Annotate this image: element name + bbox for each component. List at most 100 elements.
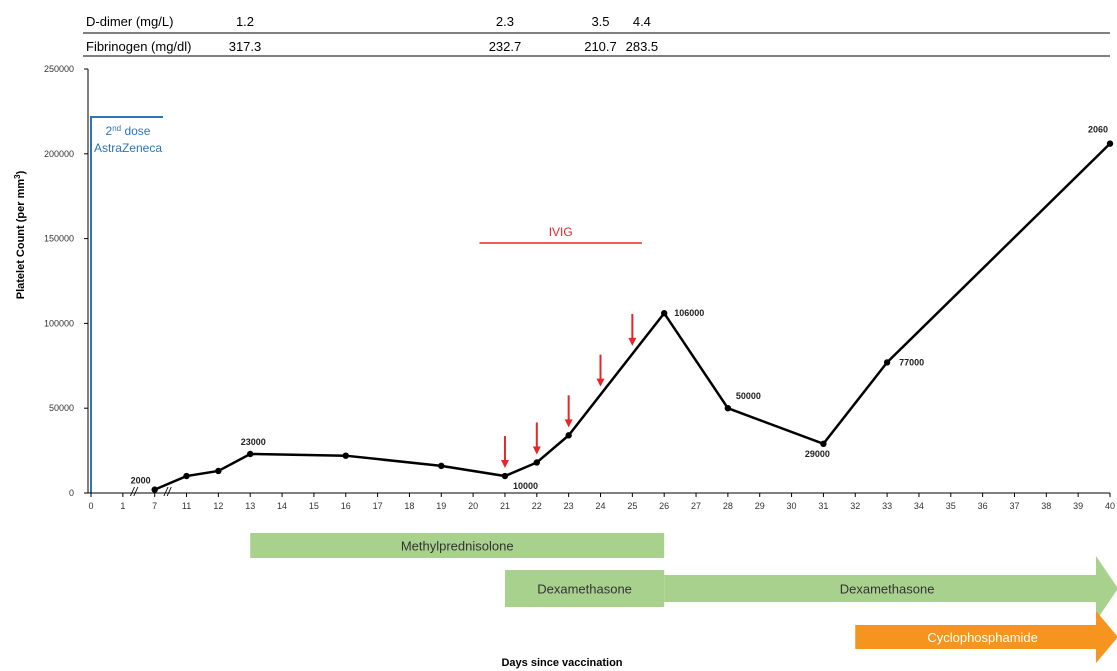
x-tick-label: 17: [373, 501, 383, 511]
y-axis-title-sup: 3: [13, 174, 22, 179]
lab-table: D-dimer (mg/L) 1.2 2.3 3.5 4.4 Fibrinogen (mg…: [83, 14, 1110, 57]
x-tick-label: 38: [1041, 501, 1051, 511]
x-tick-label: 31: [818, 501, 828, 511]
axis-break-mark: //: [130, 485, 139, 499]
x-tick-label: 28: [723, 501, 733, 511]
x-tick-label: 23: [564, 501, 574, 511]
platelet-point: [247, 450, 254, 458]
x-tick-label: 33: [882, 501, 892, 511]
platelet-point: [533, 459, 541, 466]
treatment-label: Dexamethasone: [537, 582, 632, 597]
x-tick-label: 35: [946, 501, 956, 511]
x-tick-label: 39: [1073, 501, 1083, 511]
platelet-value-label: 106000: [674, 308, 704, 318]
y-axis-title-main: Platelet Count (per mm: [15, 179, 27, 300]
x-tick-label: 26: [659, 501, 669, 511]
treatment-label: Methylprednisolone: [401, 539, 514, 554]
treatment-bars: Methylprednisolone Dexamethasone Dexametha…: [250, 533, 1117, 663]
x-tick-label: 12: [213, 501, 223, 511]
x-tick-label: 13: [245, 501, 255, 511]
x-tick-label: 40: [1105, 501, 1115, 511]
x-tick-label: 25: [627, 501, 637, 511]
treatment-label: Cyclophosphamide: [927, 630, 1038, 645]
x-tick-label: 18: [404, 501, 414, 511]
table-cell: 3.5: [591, 14, 609, 29]
x-tick-label: 27: [691, 501, 701, 511]
treatment-arrow-head: [500, 460, 509, 469]
y-tick-label: 0: [69, 488, 74, 498]
platelet-point: [342, 452, 349, 459]
y-tick-label: 250000: [44, 64, 74, 74]
x-tick-label: 1: [120, 501, 125, 511]
platelet-point: [501, 472, 509, 480]
vaccination-label-line2: AstraZeneca: [94, 141, 162, 155]
x-tick-label: 29: [755, 501, 765, 511]
x-tick-label: 0: [88, 501, 93, 511]
treatment-arrow-head: [564, 419, 573, 428]
x-tick-label: 36: [978, 501, 988, 511]
x-axis-title: Days since vaccination: [501, 657, 622, 669]
treatment-bar: [664, 556, 1117, 621]
x-tick-label: 34: [914, 501, 924, 511]
treatment-arrow-head: [628, 337, 637, 346]
table-cell: 283.5: [626, 39, 659, 54]
axis-break-mark: //: [163, 485, 172, 499]
platelet-value-label: 2000: [131, 476, 151, 486]
table-cell: 2.3: [496, 14, 514, 29]
vaccination-dose-sup: nd: [112, 124, 121, 133]
platelet-point: [151, 486, 158, 493]
vaccination-label-line1: 2nd dose: [106, 124, 151, 138]
treatment-arrow: [564, 395, 573, 428]
y-tick-label: 100000: [44, 318, 74, 328]
y-tick-label: 50000: [49, 403, 74, 413]
treatment-arrow: [500, 436, 509, 469]
treatment-arrow: [628, 313, 637, 346]
annotations: 2nd dose AstraZeneca IVIG: [90, 116, 642, 493]
table-cell: 1.2: [236, 14, 254, 29]
table-cell: 232.7: [489, 39, 522, 54]
treatment-label: Dexamethasone: [840, 582, 935, 597]
table-cell: 4.4: [633, 14, 651, 29]
x-tick-label: 24: [595, 501, 605, 511]
x-tick-label: 30: [787, 501, 797, 511]
platelet-point: [883, 359, 891, 366]
ivig-label: IVIG: [549, 225, 573, 239]
y-tick-label: 200000: [44, 149, 74, 159]
platelet-point: [438, 462, 445, 470]
x-tick-label: 20: [468, 501, 478, 511]
x-tick-label: 16: [341, 501, 351, 511]
platelet-value-label: 23000: [241, 437, 266, 447]
treatment-arrow: [532, 422, 541, 455]
treatment-arrow: [596, 354, 605, 387]
treatment-bar: [855, 611, 1117, 663]
x-tick-label: 15: [309, 501, 319, 511]
treatment-arrow-head: [596, 378, 605, 387]
table-row-label: D-dimer (mg/L): [86, 14, 173, 29]
platelet-value-label: 77000: [899, 357, 924, 367]
vaccination-dose-number: 2: [106, 124, 113, 138]
platelet-value-label: 10000: [513, 481, 538, 491]
x-tick-label: 7: [152, 501, 157, 511]
platelet-value-label: 50000: [736, 391, 761, 401]
platelet-point: [660, 310, 668, 317]
x-tick-label: 21: [500, 501, 510, 511]
platelet-line: [154, 142, 1111, 491]
platelet-point: [183, 472, 190, 480]
x-tick-label: 37: [1009, 501, 1019, 511]
platelet-point: [1106, 140, 1114, 147]
platelet-series: 2000 23000 10000 106000 50000 29000 77000 2060: [131, 125, 1114, 493]
x-tick-label: 32: [850, 501, 860, 511]
vaccination-dose-word: dose: [121, 124, 151, 138]
x-tick-label: 11: [182, 501, 191, 511]
platelet-point: [565, 432, 572, 439]
platelet-value-label: 29000: [805, 449, 830, 459]
x-tick-label: 19: [436, 501, 446, 511]
x-tick-label: 14: [277, 501, 287, 511]
table-cell: 317.3: [229, 39, 262, 54]
table-row-label: Fibrinogen (mg/dl): [86, 39, 192, 54]
y-tick-label: 150000: [44, 234, 74, 244]
platelet-point: [215, 467, 222, 475]
treatment-arrow-head: [532, 446, 541, 455]
